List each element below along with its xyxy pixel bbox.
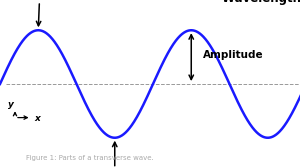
Text: Wavelength λ: Wavelength λ: [223, 0, 300, 5]
Text: Amplitude: Amplitude: [203, 50, 264, 60]
Text: Figure 1: Parts of a transverse wave.: Figure 1: Parts of a transverse wave.: [26, 155, 154, 161]
Text: y: y: [8, 100, 14, 109]
Text: x: x: [34, 114, 40, 123]
Text: Crest: Crest: [24, 0, 55, 26]
Text: Trough: Trough: [94, 142, 135, 168]
